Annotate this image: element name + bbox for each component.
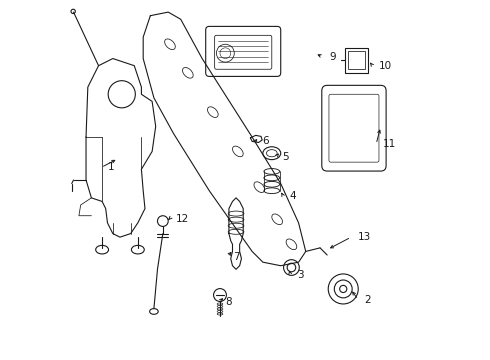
Text: 9: 9: [329, 52, 336, 62]
Text: 2: 2: [365, 295, 371, 305]
Text: 13: 13: [358, 232, 371, 242]
Text: 4: 4: [290, 191, 296, 201]
Bar: [348, 51, 366, 69]
Text: 7: 7: [234, 252, 240, 262]
Text: 5: 5: [283, 152, 289, 162]
Text: 12: 12: [175, 214, 189, 224]
Text: 3: 3: [297, 270, 303, 280]
Text: 11: 11: [383, 139, 396, 149]
Bar: [345, 48, 368, 73]
Text: 6: 6: [262, 136, 269, 146]
Text: 1: 1: [107, 162, 114, 172]
Text: 10: 10: [379, 61, 392, 71]
Text: 8: 8: [225, 297, 232, 307]
